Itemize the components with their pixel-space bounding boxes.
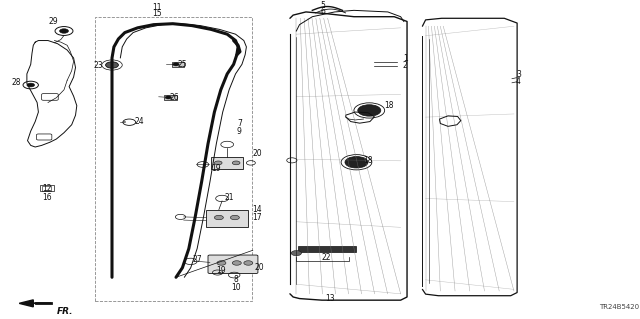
Circle shape [217,261,226,265]
Text: 28: 28 [12,78,20,87]
Circle shape [214,215,223,220]
Bar [164,95,177,100]
Text: 22: 22 [321,253,330,262]
Text: 1: 1 [403,54,408,63]
Bar [95,17,252,301]
Circle shape [244,261,253,265]
Bar [298,246,356,252]
Circle shape [60,29,68,33]
Text: 20: 20 [252,149,262,158]
Text: 14: 14 [252,205,262,214]
Circle shape [230,215,239,220]
Text: 7: 7 [237,119,242,128]
Text: 29: 29 [48,17,58,26]
Text: 10: 10 [230,283,241,292]
Text: 17: 17 [252,213,262,222]
Text: 19: 19 [211,164,221,173]
Text: 15: 15 [152,9,162,18]
Circle shape [27,83,35,87]
Circle shape [345,157,368,168]
Text: 9: 9 [237,127,242,136]
Text: 11: 11 [152,3,161,12]
FancyBboxPatch shape [208,255,258,273]
Text: 27: 27 [192,255,202,264]
Bar [211,157,243,169]
Text: FR.: FR. [56,308,73,316]
Text: 16: 16 [42,193,52,202]
Text: 13: 13 [325,294,335,303]
Circle shape [232,261,241,265]
Text: 23: 23 [93,61,104,70]
Circle shape [214,161,222,165]
Text: 5: 5 [321,1,326,10]
Text: 26: 26 [169,93,179,102]
Text: 4: 4 [516,77,521,86]
Text: 18: 18 [364,156,372,165]
Text: 20: 20 [254,263,264,271]
Bar [40,185,54,191]
Circle shape [165,96,172,99]
Text: 24: 24 [134,117,145,126]
Bar [172,62,184,67]
Text: TR24B5420: TR24B5420 [598,304,639,310]
Text: 19: 19 [216,266,226,275]
Text: 2: 2 [403,62,408,70]
Bar [206,210,248,227]
Circle shape [291,251,301,256]
Text: 18: 18 [385,100,394,109]
Text: 6: 6 [321,7,326,17]
Text: 12: 12 [42,184,51,193]
Circle shape [232,161,240,165]
Bar [42,186,51,190]
Circle shape [358,105,381,116]
Circle shape [173,63,179,66]
Text: 8: 8 [233,275,238,284]
Text: 3: 3 [516,70,521,79]
Text: 25: 25 [177,60,188,69]
FancyArrow shape [19,300,51,307]
Circle shape [106,62,118,68]
Text: 21: 21 [225,193,234,202]
